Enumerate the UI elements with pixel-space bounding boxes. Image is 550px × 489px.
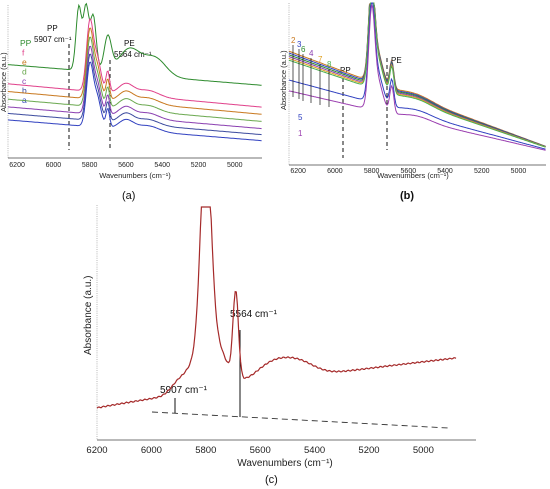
- panel-c-tick-5600: 5600: [250, 445, 271, 456]
- panel-a-legend-c: c: [22, 76, 27, 86]
- panel-a-ticks: 6200 6000 5800 5600 5400 5200 5000: [9, 162, 242, 169]
- panel-b-curve-label-8: 8: [327, 60, 332, 69]
- panel-b: Absorbance (a.u.) 6200 6000 5800 5600 5400 52…: [279, 2, 546, 202]
- panel-a-tick-5400: 5400: [154, 162, 170, 169]
- panel-b-tick-5000: 5000: [511, 168, 527, 175]
- panel-c-xlabel: Wavenumbers (cm⁻¹): [237, 458, 332, 469]
- panel-c-baseline: [151, 411, 449, 429]
- panel-b-tick-6200: 6200: [290, 168, 306, 175]
- panel-a-tick-5200: 5200: [191, 162, 207, 169]
- panel-a-pp-label: PP: [47, 24, 58, 33]
- panel-b-tick-6000: 6000: [327, 168, 343, 175]
- panel-c-pe-annotation: 5564 cm⁻¹: [230, 309, 278, 320]
- panel-c-ticks: 6200 6000 5800 5600 5400 5200 5000: [86, 445, 434, 456]
- panel-b-label-text: (b): [400, 190, 414, 202]
- panel-b-xlabel: Wavenumbers (cm⁻¹): [377, 171, 449, 180]
- panel-c-tick-5400: 5400: [304, 445, 325, 456]
- panel-b-ylabel: Absorbance (a.u.): [279, 50, 288, 110]
- panel-c-tick-5800: 5800: [195, 445, 216, 456]
- panel-b-curve-label-6: 6: [301, 45, 306, 54]
- panel-a-xlabel: Wavenumbers (cm⁻¹): [99, 171, 171, 180]
- panel-a-tick-5600: 5600: [118, 162, 134, 169]
- panel-b-ticks: 6200 6000 5800 5600 5400 5200 5000: [290, 168, 526, 175]
- panel-a-label: (a): [122, 190, 135, 202]
- panel-a-series-f: [7, 18, 262, 108]
- panel-a-pe-label: PE: [124, 39, 135, 48]
- panel-a-curves: [7, 2, 262, 142]
- panel-b-tick-5400: 5400: [437, 168, 453, 175]
- panel-c-label-text: (c): [265, 474, 278, 486]
- panel-b-curve-label-3: 3: [297, 40, 302, 49]
- panel-a-tick-6200: 6200: [9, 162, 25, 169]
- panel-c-ylabel: Absorbance (a.u.): [83, 276, 94, 356]
- panel-a: Absorbance (a.u.) 6200 6000 5800 5600 5400 52…: [0, 2, 262, 202]
- panel-b-series-7: [288, 2, 546, 148]
- panel-b-series-1: [288, 3, 546, 151]
- panel-c-pp-annotation: 5907 cm⁻¹: [160, 385, 208, 396]
- panel-c-label: (c): [265, 474, 278, 486]
- panel-a-series-b: [7, 53, 262, 136]
- panel-b-curve-label-1: 1: [298, 129, 303, 138]
- panel-b-pe-label: PE: [391, 56, 402, 65]
- panel-a-series-e: [7, 27, 262, 115]
- panel-a-ylabel: Absorbance (a.u.): [0, 52, 8, 112]
- panel-c-spectrum: [96, 206, 457, 409]
- panel-a-legend-pp: PP: [20, 38, 32, 48]
- panel-b-series-3: [288, 2, 546, 147]
- panel-b-curve-label-4: 4: [309, 49, 314, 58]
- panel-a-tick-6000: 6000: [46, 162, 62, 169]
- panel-a-legend-d: d: [22, 67, 27, 77]
- panel-c-tick-5200: 5200: [358, 445, 379, 456]
- panel-b-curve-labels: 2 36 478 5 1: [291, 36, 332, 138]
- panel-a-series-PP: [7, 2, 262, 86]
- panel-a-legend-e: e: [22, 57, 27, 67]
- panel-b-curve-label-5: 5: [298, 113, 303, 122]
- panel-b-series-8: [288, 2, 546, 148]
- panel-a-label-text: (a): [122, 190, 135, 202]
- panel-c: Absorbance (a.u.) 6200 6000 5800 5600 5400 52…: [83, 205, 476, 486]
- panel-a-legend-a: a: [22, 95, 27, 105]
- panel-b-tick-5200: 5200: [474, 168, 490, 175]
- panel-b-curve-label-7: 7: [318, 55, 323, 64]
- panel-b-tick-5800: 5800: [364, 168, 380, 175]
- panel-b-curve-label-2: 2: [291, 36, 296, 45]
- panel-b-pp-label: PP: [340, 66, 351, 75]
- panel-a-series-d: [7, 36, 262, 122]
- panel-b-tick-5600: 5600: [401, 168, 417, 175]
- panel-c-tick-5000: 5000: [413, 445, 434, 456]
- panel-a-legend-b: b: [22, 86, 27, 96]
- panel-b-series-2: [288, 2, 546, 147]
- panel-b-series-5: [288, 2, 546, 150]
- panel-a-pp-value: 5907 cm⁻¹: [34, 35, 72, 44]
- panel-a-series-c: [7, 45, 262, 130]
- panel-a-tick-5000: 5000: [227, 162, 243, 169]
- panel-a-legend-f: f: [22, 48, 25, 58]
- panel-b-series-6: [288, 2, 546, 148]
- panel-b-curves: [288, 2, 546, 151]
- panel-c-tick-6000: 6000: [141, 445, 162, 456]
- panel-a-tick-5800: 5800: [82, 162, 98, 169]
- panel-a-series-a: [7, 61, 262, 142]
- panel-b-series-4: [288, 2, 546, 148]
- panel-a-pe-value: 5564 cm⁻¹: [114, 50, 152, 59]
- panel-c-tick-6200: 6200: [86, 445, 107, 456]
- panel-b-label: (b): [400, 190, 414, 202]
